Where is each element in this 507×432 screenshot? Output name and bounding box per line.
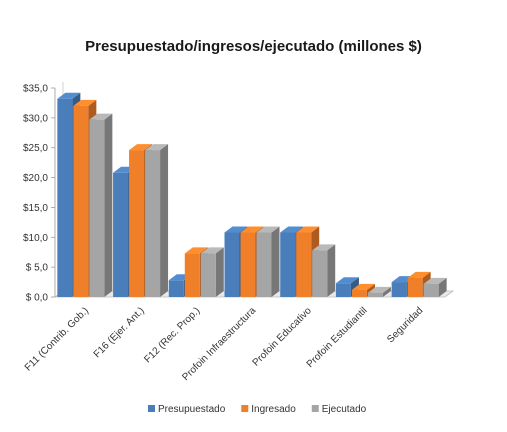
bar-top xyxy=(89,113,113,120)
bar-ejecutado-2 xyxy=(145,144,169,297)
bar-front xyxy=(335,283,351,297)
legend-label-ejecutado: Ejecutado xyxy=(322,404,367,415)
legend-swatch-presupuestado xyxy=(148,405,155,412)
bar-front xyxy=(256,232,272,297)
x-category-label: F16 (Ejer. Ant.) xyxy=(92,305,147,360)
y-tick-label: $30,0 xyxy=(23,113,48,124)
bar-top xyxy=(335,277,359,284)
bar-top xyxy=(240,226,264,233)
chart-title: Presupuestado/ingresos/ejecutado (millon… xyxy=(85,38,422,55)
y-tick-label: $25,0 xyxy=(23,143,48,154)
bar-front xyxy=(296,232,312,297)
y-tick-label: $ 0,0 xyxy=(26,293,49,304)
bar-front xyxy=(312,250,328,297)
bar-top xyxy=(57,92,81,99)
bar-top xyxy=(280,226,304,233)
bar-top xyxy=(296,226,320,233)
bar-top xyxy=(145,144,169,151)
bar-front xyxy=(89,119,105,297)
bar-top xyxy=(351,283,375,290)
bar-side xyxy=(327,244,336,297)
y-tick-label: $10,0 xyxy=(23,233,48,244)
bar-front xyxy=(367,292,383,297)
bar-ejecutado-1 xyxy=(89,113,113,297)
x-category-label: Profoin Estudiantil xyxy=(305,305,370,370)
x-category-label: Profoin Educativo xyxy=(251,305,315,369)
legend-swatch-ingresado xyxy=(241,405,249,412)
bar-side xyxy=(160,144,169,297)
bar-top xyxy=(407,271,431,278)
bar-top xyxy=(73,99,97,106)
bar-ejecutado-5 xyxy=(312,244,336,297)
bar-side xyxy=(438,277,447,297)
bar-front xyxy=(184,253,200,297)
bar-ejecutado-7 xyxy=(423,277,447,297)
bar-top xyxy=(129,144,153,151)
bar-front xyxy=(168,280,184,297)
y-tick-label: $ 5,0 xyxy=(26,263,49,274)
legend-label-presupuestado: Presupuestado xyxy=(158,404,226,415)
bar-front xyxy=(113,172,129,297)
legend-swatch-ejecutado xyxy=(311,405,319,412)
bar-front xyxy=(423,283,439,297)
bar-front xyxy=(73,105,89,298)
bar-top xyxy=(312,244,336,251)
bar-front xyxy=(145,150,161,297)
bar-front xyxy=(351,289,367,297)
y-tick-label: $20,0 xyxy=(23,173,48,184)
bar-ejecutado-6 xyxy=(367,286,391,297)
bar-top xyxy=(224,226,248,233)
y-tick-label: $15,0 xyxy=(23,203,48,214)
x-category-label: Seguridad xyxy=(385,305,425,345)
bar-top xyxy=(200,247,224,254)
bar-front xyxy=(407,277,423,297)
bar-front xyxy=(240,232,256,297)
x-category-label: F11 (Contrib. Gob.) xyxy=(23,305,91,373)
bar-top xyxy=(256,226,280,233)
bar-front xyxy=(129,150,145,297)
x-category-label: F12 (Rec. Prop.) xyxy=(142,305,202,365)
bar-side xyxy=(382,286,391,297)
bar-top xyxy=(367,286,391,293)
y-tick-label: $35,0 xyxy=(23,84,48,95)
bar-front xyxy=(200,253,216,297)
bar-top xyxy=(423,277,447,284)
bar-side xyxy=(104,113,113,297)
bar-front xyxy=(57,98,73,298)
bar-ejecutado-4 xyxy=(256,226,280,297)
bar-front xyxy=(391,282,407,297)
bar-side xyxy=(271,226,280,297)
bar-side xyxy=(215,247,224,297)
bar-front xyxy=(224,232,240,297)
legend-label-ingresado: Ingresado xyxy=(251,404,296,415)
bar-top xyxy=(184,247,208,254)
bar-front xyxy=(280,232,296,297)
bar-ejecutado-3 xyxy=(200,247,224,297)
